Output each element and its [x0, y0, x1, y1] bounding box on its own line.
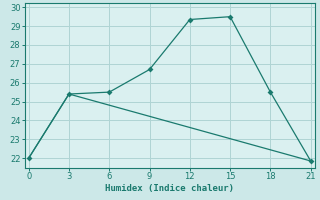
X-axis label: Humidex (Indice chaleur): Humidex (Indice chaleur)	[105, 184, 234, 193]
